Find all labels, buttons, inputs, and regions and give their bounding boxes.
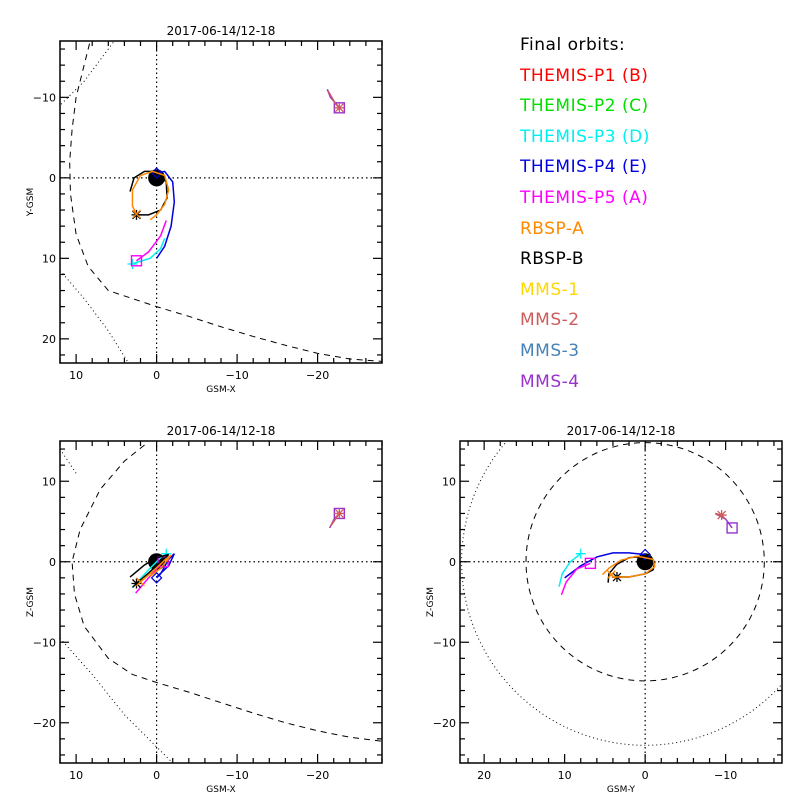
x-tick-label: 0 [153, 769, 160, 782]
orbit-themis-p3-d- [558, 553, 582, 587]
plot-area [60, 41, 382, 363]
bow-shock-line [60, 41, 115, 106]
y-tick-label: −20 [33, 717, 56, 730]
end-marker-asterisk [716, 510, 727, 521]
legend-entry: RBSP-B [520, 249, 585, 270]
plot-title: 2017-06-14/12-18 [167, 24, 276, 38]
panel-2: 10 0 −10 −20 10 0 −10 −20 2017-06-14/12-18 GSM-X Z… [26, 424, 383, 795]
x-tick-label: 10 [69, 769, 83, 782]
x-tick-label: −10 [714, 769, 737, 782]
x-axis-label: GSM-Y [607, 785, 636, 795]
y-tick-label: −10 [33, 636, 56, 649]
end-marker-square [726, 522, 738, 534]
y-tick-label: 10 [42, 475, 56, 488]
legend-entry: THEMIS-P4 (E) [520, 157, 648, 178]
y-tick-label: 0 [449, 556, 456, 569]
y-axis-label: Z-GSM [426, 587, 436, 617]
end-marker-x [136, 577, 145, 587]
legend-entry: THEMIS-P3 (D) [520, 126, 650, 147]
y-tick-label: 0 [49, 172, 56, 185]
x-axis-label: GSM-X [206, 785, 235, 795]
end-marker-asterisk [334, 102, 345, 113]
plot-area [60, 441, 382, 763]
x-tick-label: 0 [153, 369, 160, 382]
legend-entry: MMS-2 [520, 310, 580, 331]
magnetopause-line [71, 444, 382, 742]
orbit-themis-p5-a- [560, 562, 591, 596]
panel-3: 20 10 0 −10 10 0 −10 −20 2017-06-14/12-18 GSM-Y Z-… [426, 424, 783, 795]
y-axis-label: Y-GSM [26, 188, 36, 217]
orbit-themis-p5-a- [136, 220, 167, 262]
plot-title: 2017-06-14/12-18 [167, 424, 276, 438]
end-marker-asterisk [334, 508, 345, 519]
y-tick-label: 0 [49, 556, 56, 569]
y-tick-label: −10 [33, 91, 56, 104]
end-marker-x [606, 570, 616, 580]
x-tick-label: −20 [306, 769, 329, 782]
plot-frame [59, 40, 383, 364]
plot-title: 2017-06-14/12-18 [567, 424, 676, 438]
orbit-rbsp-b [129, 553, 170, 585]
bow-shock-line [60, 637, 174, 763]
y-tick-label: 10 [442, 475, 456, 488]
y-tick-label: −10 [433, 636, 456, 649]
legend-entry: THEMIS-P2 (C) [520, 96, 649, 117]
end-marker-square [584, 557, 597, 570]
panel-1: 10 0 −10 −20 −10 0 10 20 2017-06-14/12-18 GSM-X Y-… [26, 24, 383, 395]
y-tick-label: −20 [433, 717, 456, 730]
legend-entry: MMS-1 [520, 279, 580, 300]
x-tick-label: −20 [306, 369, 329, 382]
x-tick-label: 10 [69, 369, 83, 382]
end-marker-asterisk [131, 578, 142, 589]
legend: Final orbits: THEMIS-P1 (B) THEMIS-P2 (C)… [520, 30, 650, 397]
y-axis-label: Z-GSM [26, 587, 36, 617]
x-axis-label: GSM-X [206, 385, 235, 395]
bow-shock-line [60, 270, 129, 363]
plot-frame [459, 440, 783, 764]
magnetopause-line [69, 41, 382, 362]
orbit-rbsp-a [140, 554, 172, 583]
end-marker-plus [127, 258, 138, 269]
x-tick-label: 20 [477, 769, 491, 782]
orbit-themis-p4-e- [156, 553, 175, 579]
y-tick-label: 20 [42, 333, 56, 346]
orbit-rbsp-a [131, 170, 170, 221]
orbit-themis-p3-d- [132, 237, 166, 265]
plot-frame [59, 440, 383, 764]
legend-entry: MMS-4 [520, 371, 580, 392]
end-marker-diamond [150, 572, 163, 584]
legend-entry: THEMIS-P5 (A) [520, 187, 649, 208]
x-tick-label: 0 [642, 769, 649, 782]
bow-shock-line [60, 448, 77, 474]
end-marker-plus [575, 548, 586, 559]
legend-title: Final orbits: [520, 35, 626, 55]
end-marker-x [132, 209, 141, 219]
legend-entry: RBSP-A [520, 218, 585, 239]
x-tick-label: −10 [225, 369, 248, 382]
x-tick-label: −10 [225, 769, 248, 782]
orbit-themis-p4-e- [155, 170, 176, 259]
legend-entry: MMS-3 [520, 340, 580, 361]
legend-entry: THEMIS-P1 (B) [520, 65, 649, 86]
y-tick-label: 10 [42, 252, 56, 265]
end-marker-square [130, 255, 143, 267]
end-marker-diamond [639, 548, 651, 561]
x-tick-label: 10 [558, 769, 572, 782]
legend-entries: THEMIS-P1 (B) THEMIS-P2 (C) THEMIS-P3 (D) T… [520, 61, 650, 398]
orbit-rbsp-a [601, 555, 656, 578]
